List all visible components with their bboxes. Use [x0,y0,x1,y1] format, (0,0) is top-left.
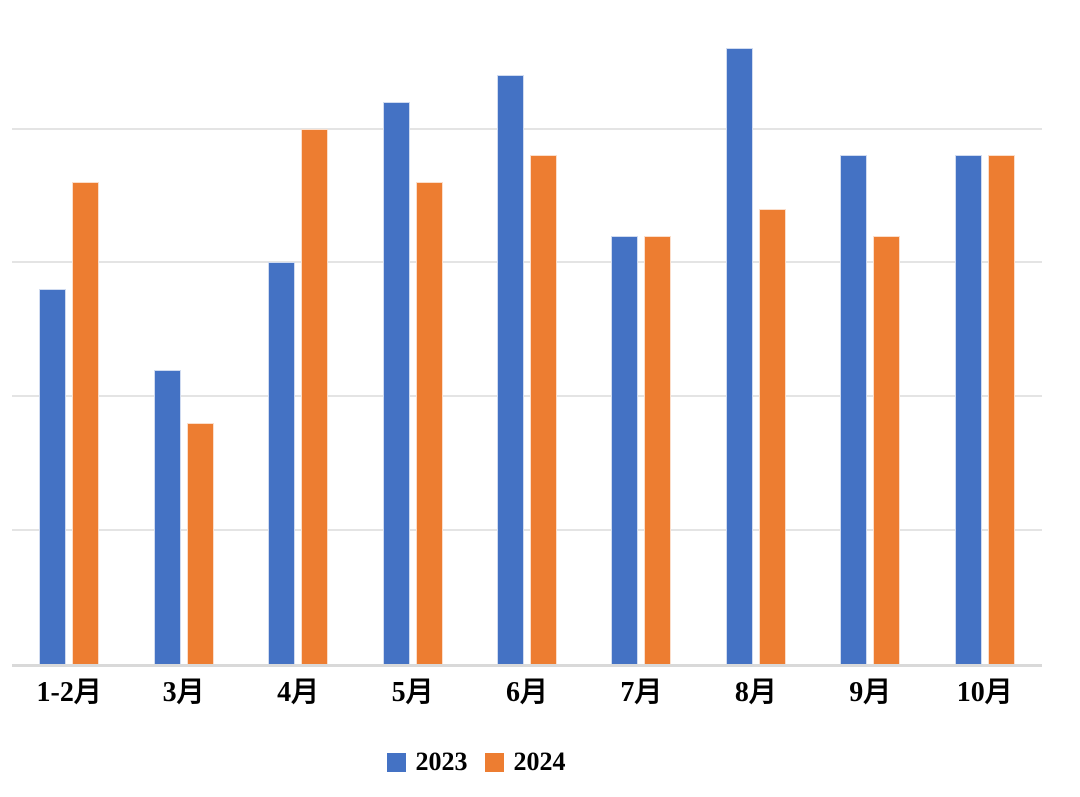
x-axis-label-1-2月: 1-2月 [36,677,102,708]
bar-2023-6月 [497,75,524,664]
legend-item-2024: 2024 [484,747,566,776]
bar-2023-5月 [382,101,410,664]
bar-2024-4月 [301,128,329,664]
gridline-5 [12,529,1042,532]
x-axis-line [12,664,1042,667]
bar-2023-3月 [153,369,181,664]
legend-swatch-2023 [386,752,406,772]
legend-label-2024: 2024 [513,747,566,776]
x-axis-label-4月: 4月 [277,677,320,708]
x-axis-label-5月: 5月 [391,677,434,708]
gridline-20 [12,127,1042,130]
bar-2023-7月 [611,235,639,664]
x-axis-label-8月: 8月 [734,677,777,708]
bar-2024-1-2月 [72,182,100,664]
x-axis-label-9月: 9月 [849,677,892,708]
legend-swatch-2024 [484,752,504,772]
legend-item-2023: 2023 [386,747,468,776]
bar-2023-9月 [840,155,868,664]
bar-2024-7月 [644,235,672,664]
plot-area [12,0,1042,664]
gridline-10 [12,395,1042,398]
x-axis-label-10月: 10月 [956,677,1013,708]
bar-2023-1-2月 [39,289,67,664]
bar-2024-10月 [987,155,1015,664]
x-axis-label-3月: 3月 [162,677,205,708]
bar-2024-9月 [873,235,901,664]
x-axis-labels: 1-2月 3月 4月 5月 6月 7月 8月 9月 10月 [12,676,1042,718]
bar-2024-6月 [530,155,557,664]
gridline-15 [12,261,1042,264]
legend-label-2023: 2023 [415,747,468,776]
bar-2024-3月 [186,423,214,664]
x-axis-label-7月: 7月 [620,677,663,708]
x-axis-label-6月: 6月 [505,677,549,708]
bar-2023-8月 [725,48,753,664]
bar-2024-8月 [758,208,786,664]
bar-2023-4月 [268,262,296,664]
bar-2024-5月 [415,182,443,664]
legend: 2023 2024 [0,747,952,777]
bar-2023-10月 [954,155,982,664]
